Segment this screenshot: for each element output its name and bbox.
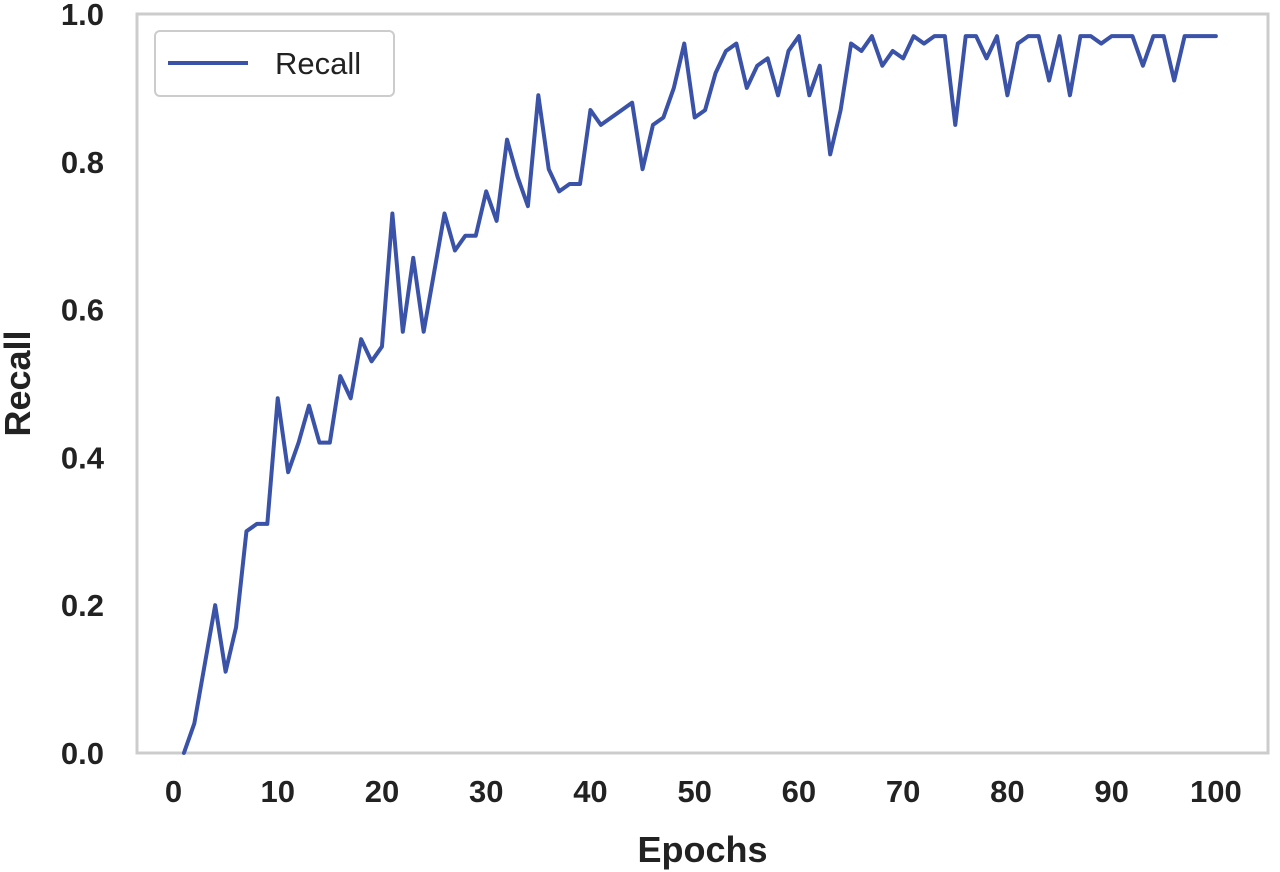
- x-tick-label: 60: [782, 774, 816, 809]
- x-tick-label: 30: [469, 774, 503, 809]
- y-tick-label: 1.0: [61, 0, 104, 32]
- x-tick-label: 10: [260, 774, 294, 809]
- x-axis-label: Epochs: [637, 829, 767, 870]
- x-tick-label: 80: [990, 774, 1024, 809]
- x-tick-label: 20: [365, 774, 399, 809]
- y-tick-label: 0.0: [61, 736, 104, 771]
- x-tick-label: 70: [886, 774, 920, 809]
- y-tick-label: 0.8: [61, 145, 104, 180]
- x-tick-label: 50: [677, 774, 711, 809]
- legend-label: Recall: [275, 46, 361, 81]
- y-tick-label: 0.4: [61, 440, 105, 475]
- y-axis-label: Recall: [0, 330, 38, 436]
- legend-box: [154, 30, 395, 97]
- legend: Recall: [154, 30, 395, 97]
- series-line-recall: [181, 34, 1218, 755]
- x-tick-label: 90: [1094, 774, 1128, 809]
- x-tick-label: 100: [1190, 774, 1242, 809]
- y-tick-label: 0.6: [61, 293, 104, 328]
- y-tick-label: 0.2: [61, 588, 104, 623]
- x-tick-label: 0: [165, 774, 182, 809]
- plot-area-frame: [135, 12, 1270, 755]
- x-tick-label: 40: [573, 774, 607, 809]
